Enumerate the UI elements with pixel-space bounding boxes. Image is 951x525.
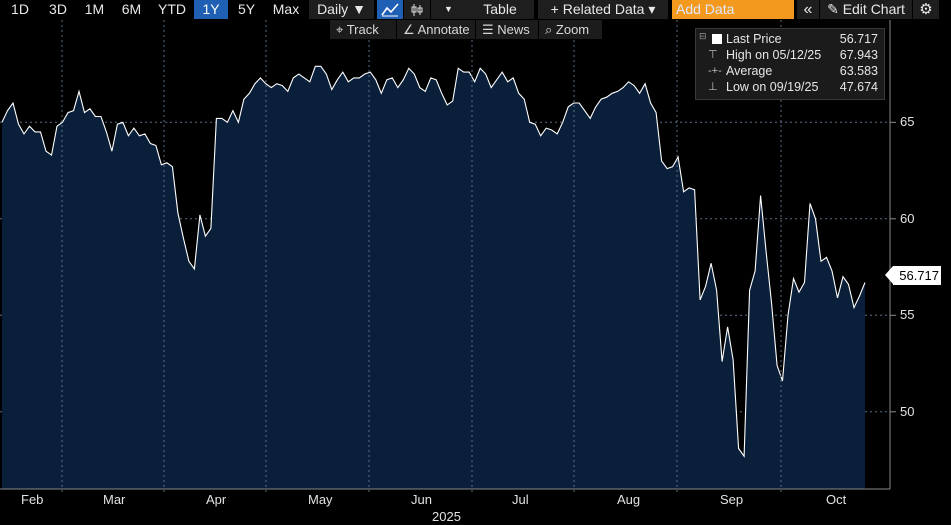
x-tick-label: Feb: [21, 492, 44, 507]
y-tick-label: 60: [900, 210, 915, 226]
settings-gear-icon[interactable]: ⚙: [913, 0, 939, 19]
last-price-tag: 56.717: [885, 266, 941, 285]
x-tick-label: Jun: [411, 492, 432, 507]
high-marker-icon: ⊤: [708, 49, 718, 61]
x-tick-label: Aug: [617, 492, 641, 507]
chart-toolbar: 1D 3D 1M 6M YTD 1Y 5Y Max Daily ▼ ▼ Tabl…: [0, 0, 951, 19]
range-6m[interactable]: 6M: [113, 0, 150, 19]
collapse-legend-icon[interactable]: ⊟: [699, 31, 707, 41]
zoom-label: Zoom: [555, 22, 590, 37]
x-tick-marks: [61, 20, 782, 495]
legend-panel: ⊟ Last Price 56.717 ⊤ High on 05/12/25 6…: [695, 28, 885, 100]
last-price-label: Last Price: [726, 32, 782, 46]
y-tick-marks: [890, 121, 896, 413]
magnifier-icon: ⌕: [545, 22, 553, 37]
range-1d[interactable]: 1D: [0, 0, 40, 19]
candlestick-icon[interactable]: [404, 0, 430, 19]
add-data-input[interactable]: [672, 0, 794, 19]
pencil-icon: ✎: [827, 1, 839, 17]
last-price-swatch: [712, 34, 722, 44]
y-tick-label: 55: [900, 307, 915, 323]
x-tick-label: Mar: [103, 492, 126, 507]
edit-chart-button[interactable]: ✎ Edit Chart: [820, 0, 912, 19]
annotate-label: Annotate: [417, 22, 470, 37]
annotate-icon: ∠: [403, 22, 415, 37]
range-5y[interactable]: 5Y: [228, 0, 265, 19]
average-value: 63.583: [839, 64, 878, 78]
table-button[interactable]: Table: [466, 0, 534, 19]
range-max[interactable]: Max: [265, 0, 307, 19]
price-area: [2, 66, 865, 490]
high-value: 67.943: [839, 48, 878, 62]
legend-average[interactable]: -+- Average 63.583: [696, 63, 884, 79]
x-tick-label: Jul: [512, 492, 529, 507]
related-data-button[interactable]: + Related Data ▾: [538, 0, 668, 19]
track-label: Track: [346, 22, 379, 37]
average-marker-icon: -+-: [708, 65, 722, 77]
last-price-value: 56.717: [839, 32, 878, 46]
average-label: Average: [726, 64, 773, 78]
high-label: High on 05/12/25: [726, 48, 822, 62]
news-button[interactable]: ☰ News: [476, 20, 538, 39]
crosshair-icon: ⌖: [336, 22, 344, 37]
annotate-button[interactable]: ∠ Annotate: [397, 20, 475, 39]
legend-high[interactable]: ⊤ High on 05/12/25 67.943: [696, 47, 884, 63]
y-tick-label: 65: [900, 114, 915, 130]
news-icon: ☰: [482, 22, 494, 37]
collapse-icon[interactable]: «: [797, 0, 819, 19]
range-1y[interactable]: 1Y: [194, 0, 228, 19]
zoom-button[interactable]: ⌕ Zoom: [539, 20, 602, 39]
legend-low[interactable]: ⊥ Low on 09/19/25 47.674: [696, 79, 884, 95]
x-tick-label: Oct: [826, 492, 847, 507]
range-ytd[interactable]: YTD: [150, 0, 194, 19]
track-button[interactable]: ⌖ Track: [330, 20, 396, 39]
x-tick-label: Apr: [206, 492, 227, 507]
x-axis-year-label: 2025: [432, 509, 461, 524]
low-marker-icon: ⊥: [708, 81, 718, 93]
low-label: Low on 09/19/25: [726, 80, 819, 94]
edit-chart-label: Edit Chart: [842, 1, 905, 17]
legend-last-price[interactable]: Last Price 56.717: [696, 31, 884, 47]
x-tick-label: Sep: [720, 492, 744, 507]
line-chart-icon[interactable]: [377, 0, 403, 19]
chart-type-dropdown-icon[interactable]: ▼: [431, 0, 466, 19]
x-tick-label: May: [308, 492, 333, 507]
frequency-dropdown[interactable]: Daily ▼: [309, 0, 374, 19]
low-value: 47.674: [839, 80, 878, 94]
y-tick-label: 50: [900, 403, 915, 419]
range-3d[interactable]: 3D: [40, 0, 76, 19]
range-1m[interactable]: 1M: [76, 0, 113, 19]
price-line: [1, 65, 866, 458]
news-label: News: [497, 22, 530, 37]
